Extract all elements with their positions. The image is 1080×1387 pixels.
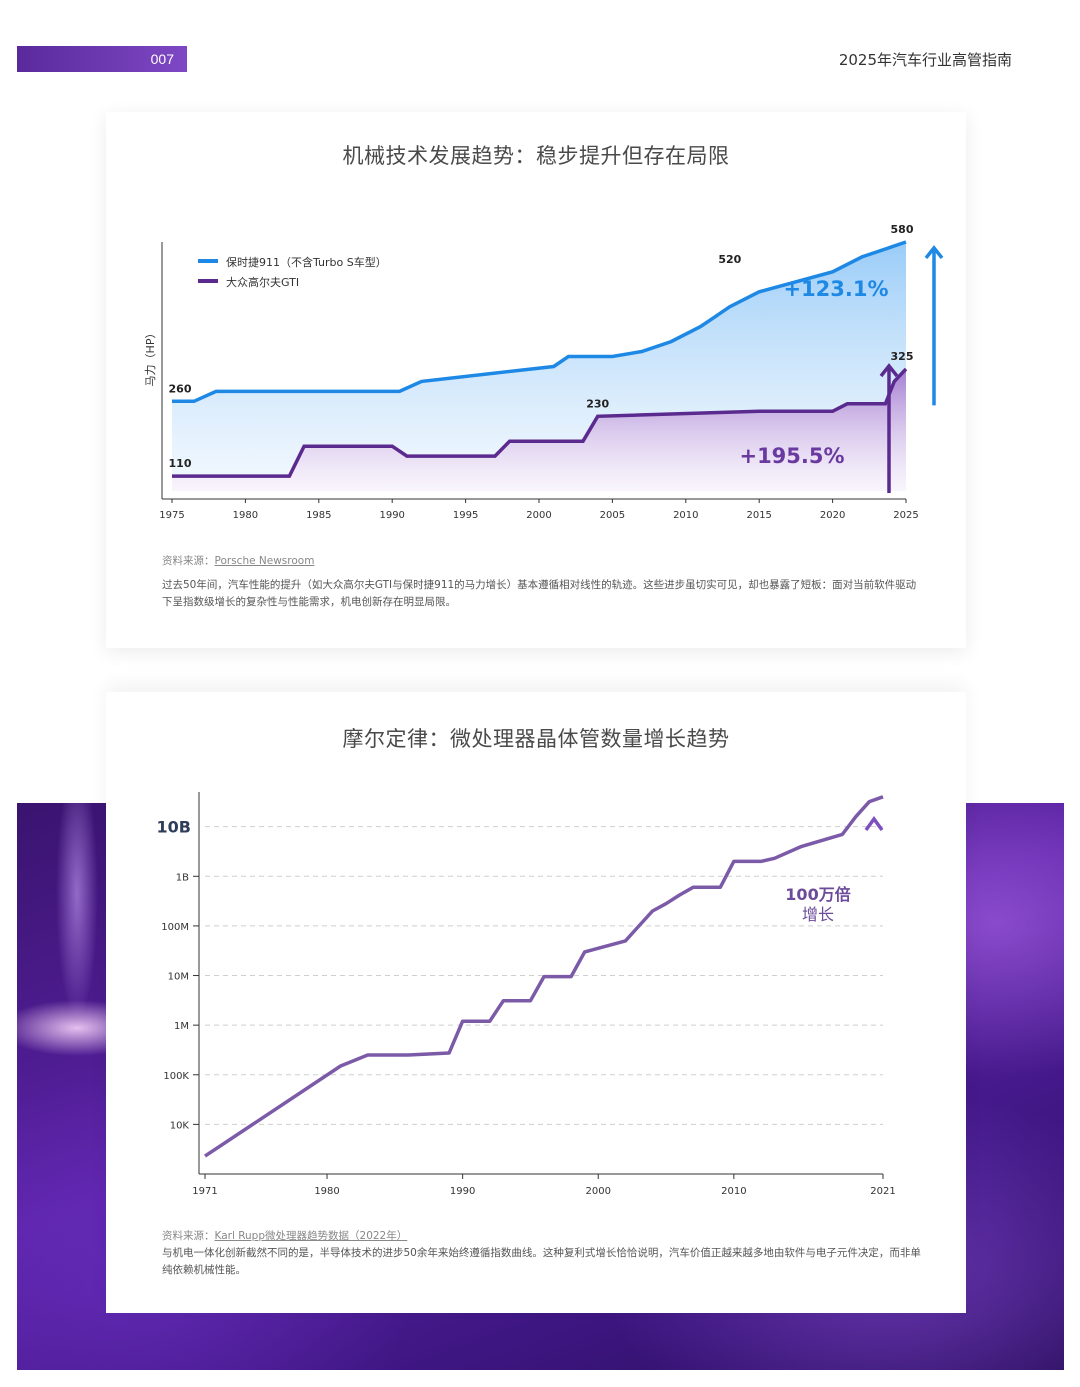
chart1-data-label: 230	[586, 397, 609, 410]
chart2-y-tick-label: 1M	[174, 1021, 189, 1032]
chart1-x-tick-label: 1985	[306, 510, 331, 521]
chart2-x-tick-label: 1990	[450, 1186, 475, 1197]
chart1-source: 资料来源：Porsche Newsroom	[162, 553, 314, 568]
chart2-y-tick-label: 10B	[157, 818, 191, 837]
chart2-y-tick-label: 10M	[168, 972, 189, 983]
moores-law-chart: 10K 100K 1M 10M 100M 1B 10B 1971 1980 1990 2000 201…	[157, 792, 896, 1197]
chart1-arrowhead-porsche	[924, 245, 944, 260]
chart2-source: 资料来源：Karl Rupp微处理器趋势数据（2022年）	[162, 1228, 407, 1243]
chart2-description: 与机电一体化创新截然不同的是，半导体技术的进步50余年来始终遵循指数曲线。这种复…	[162, 1247, 921, 1276]
chart1-x-tick-label: 2000	[526, 510, 551, 521]
chart2-y-tick-label: 100M	[161, 922, 189, 933]
chart2-x-tick-label: 2000	[586, 1186, 611, 1197]
growth-annotation-line2: 增长	[802, 905, 834, 924]
chart1-x-tick-label: 2005	[600, 510, 625, 521]
chart1-x-tick-label: 2010	[673, 510, 698, 521]
chart1-source-label: 资料来源：	[162, 555, 215, 567]
chart2-title: 摩尔定律：微处理器晶体管数量增长趋势	[342, 727, 730, 751]
chart2-source-label: 资料来源：	[162, 1230, 215, 1242]
chart1-x-tick-label: 1995	[453, 510, 478, 521]
y-axis-label: 马力（HP）	[144, 328, 157, 387]
legend-swatch-gti	[198, 279, 218, 283]
chart1-line-gti	[172, 367, 908, 478]
legend-label-porsche: 保时捷911（不含Turbo S车型）	[226, 255, 387, 269]
chart1-description: 过去50年间，汽车性能的提升（如大众高尔夫GTI与保时捷911的马力增长）基本遵…	[162, 579, 917, 608]
moores-law-chart-card: 摩尔定律：微处理器晶体管数量增长趋势 10K 100K 1M 10M 100M 1B 10B…	[106, 692, 966, 1313]
chart2-x-tick-label: 2010	[721, 1186, 746, 1197]
chart1-title: 机械技术发展趋势：稳步提升但存在局限	[342, 144, 730, 168]
chart2-growth-arrowhead	[864, 816, 884, 832]
horsepower-chart: 1975 1980 1985 1990 1995 2000 2005 2010 2015 2020…	[144, 223, 944, 521]
legend-label-gti: 大众高尔夫GTI	[226, 275, 299, 289]
chart1-source-link[interactable]: Porsche Newsroom	[214, 555, 315, 567]
chart2-x-tick-label: 1971	[192, 1186, 217, 1197]
porsche-growth-label: +123.1%	[783, 277, 888, 301]
chart2-transistor-line	[204, 795, 884, 1158]
chart1-x-tick-label: 1990	[379, 510, 404, 521]
chart1-data-label: 580	[891, 223, 914, 236]
chart1-data-label: 260	[169, 382, 192, 395]
chart1-x-tick-label: 1975	[159, 510, 184, 521]
chart2-y-tick-label: 1B	[176, 872, 189, 883]
chart1-x-tick-label: 1980	[233, 510, 258, 521]
chart2-x-tick-label: 1980	[314, 1186, 339, 1197]
chart1-x-tick-label: 2020	[820, 510, 845, 521]
chart2-source-link[interactable]: Karl Rupp微处理器趋势数据（2022年）	[214, 1230, 408, 1242]
chart1-line-porsche	[172, 240, 907, 404]
page-number-tag: 007	[17, 46, 187, 72]
document-title: 2025年汽车行业高管指南	[838, 51, 1012, 69]
chart1-data-label: 325	[891, 350, 914, 363]
chart1-data-label: 110	[169, 457, 192, 470]
horsepower-chart-card: 机械技术发展趋势：稳步提升但存在局限 1975 1980 1985 1990 1995 2…	[106, 112, 966, 648]
chart2-x-tick-label: 2021	[870, 1186, 895, 1197]
chart2-y-tick-label: 10K	[170, 1120, 190, 1131]
chart1-x-tick-label: 2025	[893, 510, 918, 521]
gti-growth-label: +195.5%	[739, 444, 844, 468]
chart2-y-tick-label: 100K	[163, 1071, 189, 1082]
chart1-data-label: 520	[718, 253, 741, 266]
chart1-x-tick-label: 2015	[746, 510, 771, 521]
growth-annotation-line1: 100万倍	[785, 885, 850, 904]
chart1-area-gti	[172, 369, 906, 491]
chart1-arrowhead-gti	[879, 363, 899, 378]
legend-swatch-porsche	[198, 259, 218, 263]
